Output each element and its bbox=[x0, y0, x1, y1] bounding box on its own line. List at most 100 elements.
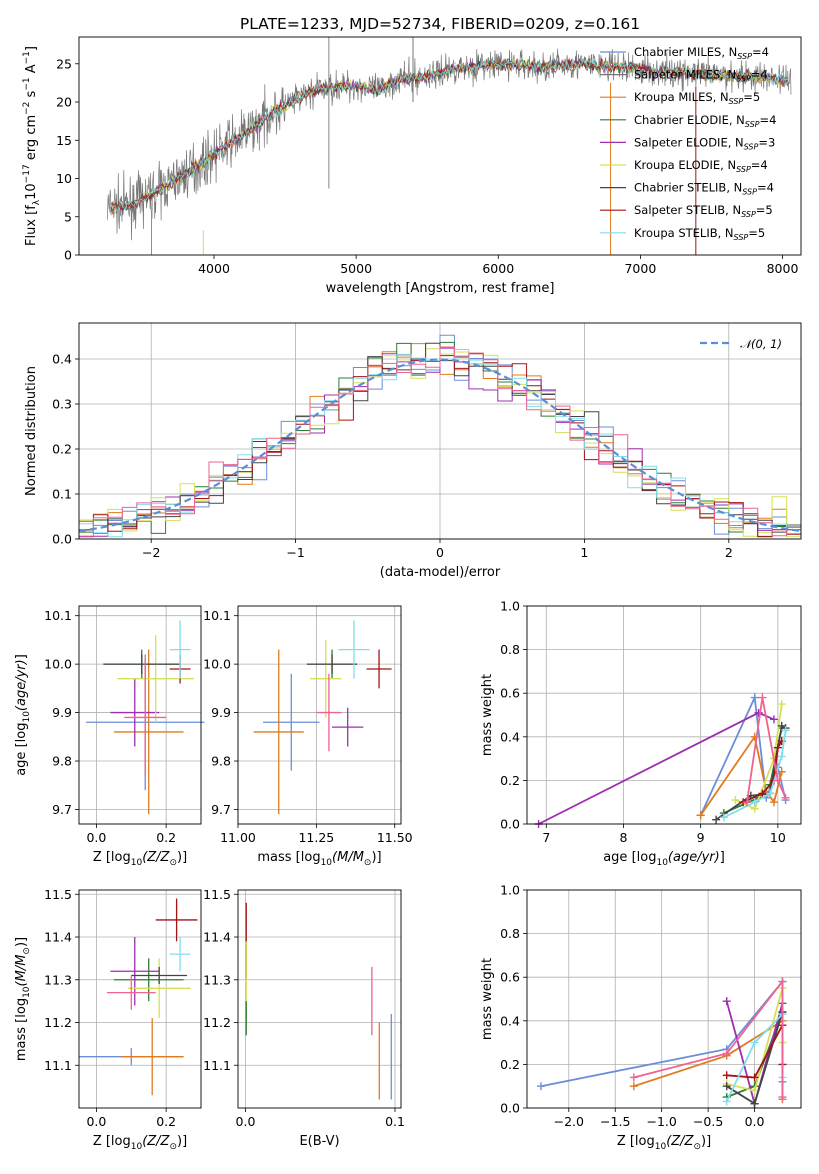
errorbar-point bbox=[338, 620, 370, 679]
x-axis-label-part: (Z/Z bbox=[142, 1134, 170, 1149]
y-tick-label: 10.1 bbox=[203, 608, 231, 623]
panel-age-vs-mass: 11.00 11.25 11.50 9.7 9.8 9.9 10.0 10.1 mass [lo… bbox=[203, 605, 413, 868]
y-tick-label: 0.0 bbox=[52, 532, 72, 547]
mass-weight-marker bbox=[722, 1049, 731, 1058]
y-tick-label: 9.7 bbox=[211, 802, 231, 817]
panel-mass-vs-Z: 0.0 0.211.111.211.311.411.5Z [log10(Z/Z⊙)… bbox=[14, 887, 202, 1152]
legend-label-value: =5 bbox=[743, 90, 760, 104]
y-tick-label: 11.4 bbox=[203, 930, 231, 945]
residual-histogram bbox=[79, 346, 801, 538]
legend-label-value: =5 bbox=[748, 226, 765, 240]
x-axis-label-part: (M/M bbox=[332, 850, 364, 865]
axes-frame bbox=[78, 605, 202, 825]
mass-weight-marker bbox=[750, 693, 759, 702]
x-tick-label: 0.2 bbox=[156, 1114, 176, 1129]
y-axis-label: mass [log10(M/M⊙)] bbox=[14, 937, 32, 1061]
y-axis-label-part: 10 bbox=[22, 986, 32, 998]
errorbar-point bbox=[103, 654, 181, 674]
mass-weight-marker bbox=[696, 811, 705, 820]
y-tick-label: 0.4 bbox=[500, 729, 520, 744]
mass-weight-marker bbox=[536, 1082, 545, 1091]
mass-weight-marker bbox=[781, 793, 790, 802]
legend-label-sub: SSP bbox=[736, 75, 751, 84]
legend-label-value: =4 bbox=[752, 45, 769, 59]
y-axis-label-part: ⊙ bbox=[22, 947, 32, 955]
legend-label-sub: SSP bbox=[744, 142, 759, 151]
y-axis-label-part: s bbox=[24, 90, 39, 101]
x-axis-label-part: Z [log bbox=[93, 1134, 131, 1149]
errorbar-point bbox=[332, 707, 364, 747]
legend-label-sub: SSP bbox=[741, 210, 756, 219]
mass-weight-marker bbox=[769, 798, 778, 807]
figure-title: PLATE=1233, MJD=52734, FIBERID=0209, z=0… bbox=[240, 15, 640, 33]
x-tick-label: 0.1 bbox=[385, 1114, 405, 1129]
x-axis-label-part: ] bbox=[720, 850, 725, 865]
mass-weight-marker bbox=[731, 796, 740, 805]
y-axis-label-part: 10 bbox=[22, 711, 32, 723]
y-tick-label: 0.2 bbox=[500, 773, 520, 788]
y-axis-label-part: ] bbox=[14, 654, 29, 659]
mass-weight-marker bbox=[722, 997, 731, 1006]
x-axis-label-part: ⊙ bbox=[169, 858, 177, 868]
x-tick-label: 0.0 bbox=[86, 830, 106, 845]
x-axis-label-part: (age/yr) bbox=[668, 850, 720, 865]
mass-weight-marker bbox=[778, 977, 787, 986]
x-axis-label: wavelength [Angstrom, rest frame] bbox=[326, 281, 555, 296]
x-axis-label-part: 10 bbox=[131, 1142, 143, 1152]
legend-label: 𝒩(0, 1) bbox=[740, 337, 782, 351]
x-axis-label-part: (Z/Z bbox=[142, 850, 170, 865]
normal-curve bbox=[79, 358, 801, 533]
errorbar-point bbox=[110, 937, 160, 1006]
y-tick-label: 10.0 bbox=[44, 657, 72, 672]
errorbar-point bbox=[169, 620, 191, 679]
mass-weight-marker bbox=[742, 798, 751, 807]
mass-weight-marker bbox=[766, 789, 775, 798]
errorbar-point bbox=[131, 966, 188, 985]
y-axis-label-part: λ bbox=[32, 199, 42, 205]
y-axis-label-part: Flux [f bbox=[24, 205, 39, 246]
x-axis-label: mass [log10(M/M⊙)] bbox=[257, 850, 381, 868]
panel-age-vs-Z: 0.0 0.29.79.89.910.010.1Z [log10(Z/Z⊙)]ag… bbox=[14, 605, 205, 868]
legend-label-text: Salpeter STELIB, N bbox=[634, 203, 741, 217]
errorbar-point bbox=[117, 635, 195, 723]
mass-weight-marker bbox=[758, 693, 767, 702]
y-axis-label: mass weight bbox=[480, 958, 495, 1040]
x-axis-label-part: age [log bbox=[603, 850, 656, 865]
errorbar-point bbox=[306, 654, 358, 674]
mass-weight-series bbox=[629, 977, 787, 1102]
x-axis-label-part: Z [log bbox=[93, 850, 131, 865]
axes-frame bbox=[526, 889, 802, 1109]
y-tick-label: 0.4 bbox=[500, 1013, 520, 1028]
axes-frame bbox=[237, 605, 402, 825]
x-tick-label: −0.5 bbox=[693, 1114, 723, 1129]
y-tick-label: 11.3 bbox=[203, 972, 231, 987]
mass-weight-line bbox=[735, 703, 783, 810]
legend-label: Chabrier MILES, NSSP=4 bbox=[634, 45, 769, 61]
y-tick-label: 0.0 bbox=[500, 817, 520, 832]
x-axis-label-part: )] bbox=[177, 850, 187, 865]
legend-label-text: Chabrier STELIB, N bbox=[634, 181, 742, 195]
y-tick-label: 0 bbox=[64, 248, 72, 263]
y-axis-label: Flux [fλ10−17 erg cm−2 s−1 A−1] bbox=[22, 46, 42, 246]
x-axis-label: Z [log10(Z/Z⊙)] bbox=[93, 850, 187, 868]
y-tick-label: 11.1 bbox=[44, 1058, 72, 1073]
y-tick-label: 11.4 bbox=[44, 930, 72, 945]
errorbar-point bbox=[120, 1018, 184, 1096]
mass-weight-marker bbox=[719, 813, 728, 822]
x-axis-label: (data-model)/error bbox=[380, 565, 501, 580]
legend-label: Salpeter ELODIE, NSSP=3 bbox=[634, 135, 775, 151]
y-axis-label: Normed distribution bbox=[24, 366, 39, 496]
x-tick-label: −1.0 bbox=[646, 1114, 676, 1129]
mass-weight-line bbox=[746, 697, 787, 803]
y-axis-label-part: age [log bbox=[14, 723, 29, 776]
y-axis-label-part: )] bbox=[14, 937, 29, 947]
y-tick-label: 0.0 bbox=[500, 1101, 520, 1116]
mass-weight-marker bbox=[777, 767, 786, 776]
x-axis-label-part: )] bbox=[371, 850, 381, 865]
mass-weight-marker bbox=[773, 776, 782, 785]
y-tick-label: 0.2 bbox=[500, 1057, 520, 1072]
y-axis-label-part: mass [log bbox=[14, 998, 29, 1061]
mass-weight-marker bbox=[750, 1073, 759, 1082]
